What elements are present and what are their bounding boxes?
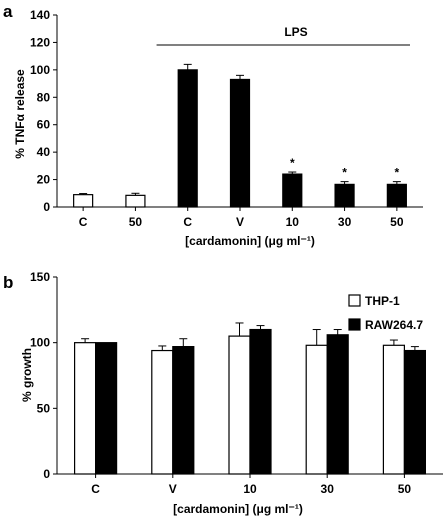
x-tick-label-a: 50: [390, 215, 404, 229]
legend-label: THP-1: [365, 294, 400, 308]
y-tick-label-a: 80: [37, 90, 51, 104]
chart-panel-a: a % TNFα release [cardamonin] (μg ml⁻¹) …: [3, 2, 423, 248]
bar-a: [125, 194, 146, 208]
y-tick-label-a: 120: [30, 35, 50, 49]
y-tick-label-b: 50: [37, 401, 51, 415]
y-tick-label-a: 0: [43, 200, 50, 214]
error-bar-a: [340, 181, 349, 185]
error-bar-b: [235, 322, 244, 337]
error-bar-a: [79, 193, 88, 195]
legend-swatch: [348, 318, 361, 331]
error-bar-b: [81, 338, 90, 343]
panel-label-a: a: [3, 2, 13, 21]
error-bar-a: [183, 63, 192, 70]
significance-marker: *: [342, 166, 347, 180]
bar-b-raw264: [94, 342, 118, 475]
y-tick-label-a: 140: [30, 8, 50, 22]
bar-a: [229, 78, 251, 208]
x-tick-label-a: C: [79, 215, 88, 229]
x-tick-label-b: C: [91, 482, 100, 496]
bar-b-thp1: [228, 335, 251, 475]
x-tick-label-a: 10: [286, 215, 300, 229]
error-bar-b: [179, 338, 188, 347]
y-tick-label-a: 100: [30, 63, 50, 77]
bars-b: [73, 322, 426, 475]
x-tick-label-b: 50: [398, 482, 412, 496]
error-bar-a: [131, 192, 140, 196]
bar-b-thp1: [151, 349, 174, 475]
bar-a: [334, 183, 355, 208]
significance-marker: *: [395, 166, 400, 180]
y-axis-title-a: % TNFα release: [13, 69, 27, 159]
bar-a: [177, 69, 198, 208]
error-bar-b: [389, 339, 398, 346]
error-bar-b: [256, 325, 265, 330]
bar-b-raw264: [326, 334, 349, 475]
y-tick-label-b: 150: [30, 270, 50, 284]
error-bar-b: [333, 329, 342, 335]
bar-a: [282, 173, 303, 208]
x-tick-label-b: V: [169, 482, 177, 496]
error-bar-a: [236, 74, 244, 80]
axes-b: 0 50 100 150 C V 10 30 50: [30, 270, 443, 496]
bar-b-raw264: [403, 349, 426, 475]
legend-swatch: [348, 294, 361, 307]
x-axis-title-b: [cardamonin] (μg ml⁻¹): [173, 502, 303, 516]
y-axis-title-b: % growth: [20, 348, 34, 402]
x-tick-label-a: C: [183, 215, 192, 229]
significance-marker: *: [290, 156, 295, 170]
error-bar-b: [312, 329, 321, 346]
x-tick-label-a: V: [236, 215, 244, 229]
panel-label-b: b: [3, 273, 13, 292]
bars-a: * * *: [73, 63, 407, 208]
bar-b-raw264: [249, 328, 272, 475]
y-tick-label-b: 0: [43, 467, 50, 481]
bar-a: [386, 183, 407, 208]
x-tick-label-a: 30: [338, 215, 352, 229]
error-bar-a: [392, 181, 401, 185]
y-tick-label-a: 20: [37, 173, 51, 187]
x-tick-label-b: 10: [243, 482, 257, 496]
chart-panel-b: b % growth [cardamonin] (μg ml⁻¹) 0 50 100…: [3, 270, 443, 516]
bar-b-thp1: [73, 342, 97, 475]
legend-label: RAW264.7: [365, 318, 423, 332]
error-bar-b: [410, 346, 419, 351]
bar-b-thp1: [382, 344, 405, 475]
x-axis-title-a: [cardamonin] (μg ml⁻¹): [185, 234, 315, 248]
error-bar-a: [288, 171, 297, 175]
x-tick-label-a: 50: [129, 215, 143, 229]
axes-a: 0 20 40 60 80 100 120 140 C 50 C V 10 30 50: [30, 8, 423, 229]
bar-a: [73, 194, 94, 208]
error-bar-b: [158, 345, 167, 351]
lps-bracket: LPS: [156, 25, 410, 46]
bar-b-thp1: [305, 344, 328, 475]
x-tick-label-b: 30: [321, 482, 335, 496]
legend-b: THP-1 RAW264.7: [348, 294, 423, 332]
y-tick-label-a: 40: [37, 145, 51, 159]
y-tick-label-b: 100: [30, 336, 50, 350]
bar-b-raw264: [172, 346, 195, 475]
y-tick-label-a: 60: [37, 118, 51, 132]
lps-label: LPS: [284, 25, 307, 39]
